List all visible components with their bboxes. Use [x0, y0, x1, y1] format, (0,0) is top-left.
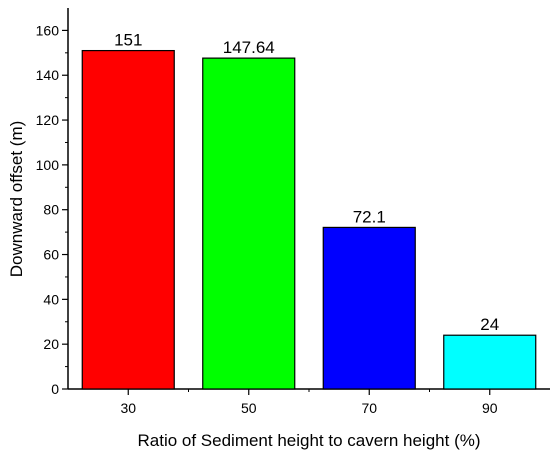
y-tick-label-140: 140	[36, 67, 60, 83]
bar-70	[322, 226, 416, 390]
x-tick-label-30: 30	[120, 400, 136, 416]
data-label-70: 72.1	[353, 207, 386, 226]
x-tick-label-50: 50	[241, 400, 257, 416]
data-label-90: 24	[480, 315, 499, 334]
y-axis-title: Downward offset (m)	[7, 121, 26, 278]
y-tick-label-20: 20	[43, 336, 59, 352]
data-label-30: 151	[114, 31, 142, 50]
y-tick-label-40: 40	[43, 291, 59, 307]
bar-90	[443, 334, 537, 390]
y-tick-label-80: 80	[43, 202, 59, 218]
y-tick-label-160: 160	[36, 22, 60, 38]
y-tick-label-0: 0	[51, 381, 59, 397]
x-axis: 30 50 70 90	[120, 389, 498, 416]
y-tick-label-60: 60	[43, 247, 59, 263]
y-tick-label-100: 100	[36, 157, 60, 173]
x-axis-title: Ratio of Sediment height to cavern heigh…	[137, 431, 480, 450]
y-axis: 0 20 40 60 80 100 120 140 160	[36, 22, 68, 397]
bar-30	[81, 49, 175, 390]
y-tick-label-120: 120	[36, 112, 60, 128]
data-labels: 151 147.64 72.1 24	[114, 31, 499, 335]
data-label-50: 147.64	[223, 38, 275, 57]
x-tick-label-90: 90	[482, 400, 498, 416]
bar-50	[202, 57, 296, 390]
x-tick-label-70: 70	[361, 400, 377, 416]
bars	[81, 49, 537, 390]
